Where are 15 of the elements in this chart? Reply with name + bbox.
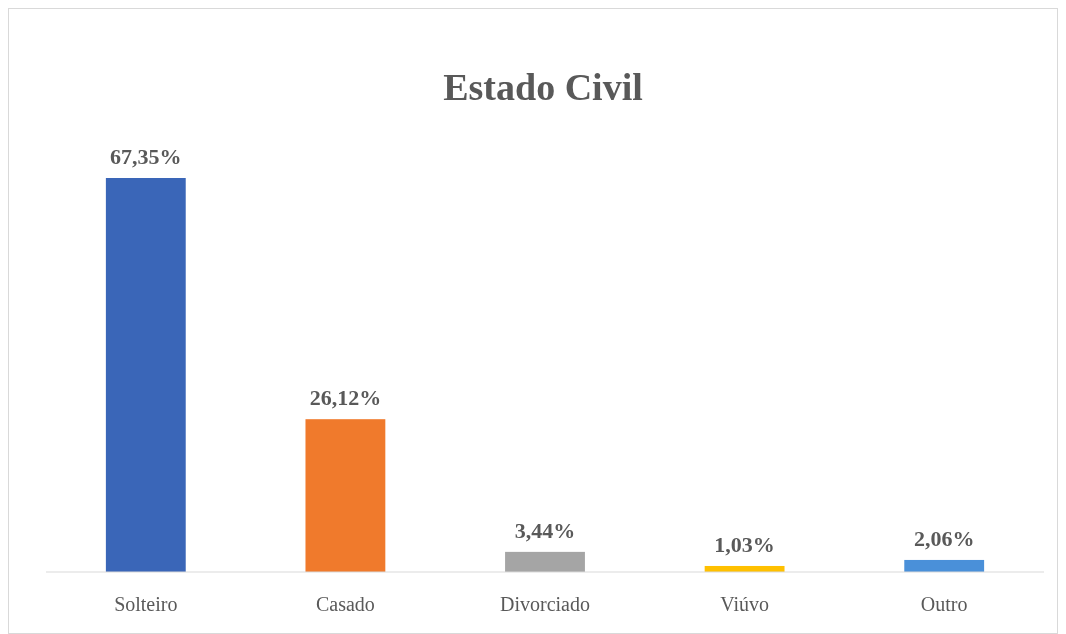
- bar: [904, 559, 985, 572]
- x-tick-label: Solteiro: [114, 593, 178, 615]
- data-label: 2,06%: [913, 525, 975, 551]
- x-tick-label: Casado: [315, 593, 375, 615]
- x-tick-label: Viúvo: [720, 593, 770, 615]
- data-label: 26,12%: [309, 385, 382, 411]
- bar: [105, 178, 186, 572]
- x-tick-label: Outro: [920, 593, 968, 615]
- data-label: 1,03%: [714, 531, 775, 557]
- x-tick-label: Divorciado: [500, 593, 590, 615]
- bar: [505, 551, 585, 572]
- data-label: 3,44%: [514, 517, 576, 543]
- chart-title: Estado Civil: [443, 66, 643, 108]
- data-label: 67,35%: [110, 144, 182, 169]
- bar: [305, 419, 386, 572]
